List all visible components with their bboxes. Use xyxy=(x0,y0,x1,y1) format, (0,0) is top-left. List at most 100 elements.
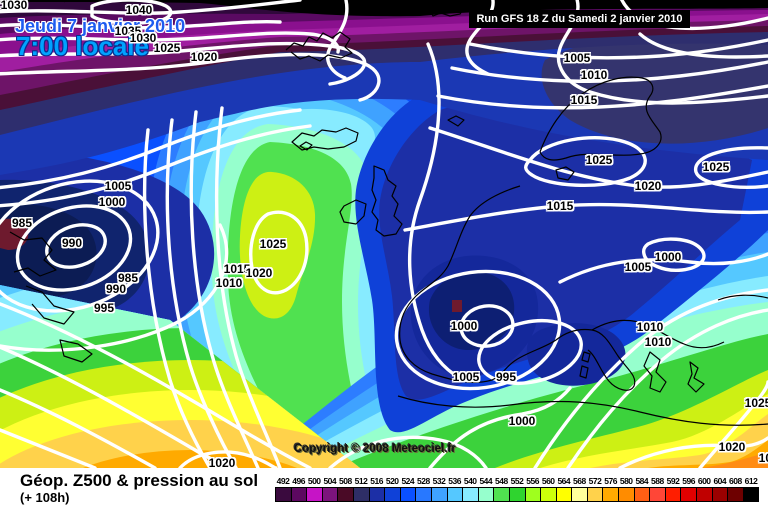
scale-tick-label: 548 xyxy=(495,476,508,486)
gfs-map: Jeudi 7 janvier 2010 7:00 locale Run GFS… xyxy=(0,0,768,468)
scale-tick-label: 604 xyxy=(713,476,727,486)
scale-swatch xyxy=(742,487,760,502)
scale-tick-label: 564 xyxy=(557,476,571,486)
pressure-label: 1020 xyxy=(758,451,768,465)
pressure-label: 1025 xyxy=(153,41,181,55)
scale-swatch xyxy=(555,487,573,502)
scale-swatch xyxy=(664,487,682,502)
forecast-hour-label: (+ 108h) xyxy=(20,490,70,505)
pressure-label: 1000 xyxy=(98,195,126,209)
pressure-label: 1035 xyxy=(114,24,142,38)
isobar-contours xyxy=(0,0,768,468)
scale-swatch xyxy=(727,487,744,502)
pressure-label: 1010 xyxy=(644,335,672,349)
scale-swatch xyxy=(477,487,495,502)
scale-swatch xyxy=(321,487,339,502)
scale-swatch xyxy=(352,487,370,502)
scale-tick-label: 536 xyxy=(448,476,461,486)
scale-tick-label: 496 xyxy=(292,476,305,486)
scale-tick-label: 556 xyxy=(526,476,539,486)
scale-tick-label: 508 xyxy=(339,476,352,486)
scale-swatch xyxy=(696,487,713,502)
pressure-label: 1020 xyxy=(718,440,746,454)
scale-tick-label: 504 xyxy=(323,476,337,486)
scale-swatch xyxy=(586,487,604,502)
scale-tick-label: 560 xyxy=(541,476,555,486)
scale-swatch xyxy=(430,487,448,502)
pressure-label: 1015 xyxy=(223,262,251,276)
valid-time-label: 7:00 locale xyxy=(16,31,149,61)
pressure-label: 1000 xyxy=(508,414,536,428)
scale-swatch xyxy=(618,487,635,502)
scale-swatch xyxy=(368,487,386,502)
scale-tick-label: 600 xyxy=(697,476,711,486)
scale-swatch xyxy=(524,487,542,502)
scale-swatch xyxy=(493,487,510,502)
scale-swatch xyxy=(602,487,620,502)
scale-tick-label: 568 xyxy=(573,476,586,486)
pressure-label: 1025 xyxy=(259,237,287,251)
scale-tick-label: 520 xyxy=(385,476,399,486)
valid-date-label: Jeudi 7 janvier 2010 xyxy=(15,16,186,36)
pressure-labels-layer: 1030 1040 1035 1030 1025 1020 1005 1000 985 990 98… xyxy=(1,0,768,468)
scale-tick-label: 572 xyxy=(588,476,602,486)
scale-tick-label: 612 xyxy=(744,476,758,486)
scale-tick-label: 512 xyxy=(354,476,368,486)
pressure-label: 1020 xyxy=(190,50,218,64)
pressure-label: 1010 xyxy=(580,68,608,82)
pressure-label: 995 xyxy=(93,301,115,315)
scale-swatch xyxy=(306,487,323,502)
pressure-label: 1010 xyxy=(636,320,664,334)
pressure-label: 1000 xyxy=(450,319,478,333)
pressure-label: 1030 xyxy=(129,31,157,45)
pressure-label: 1015 xyxy=(570,93,598,107)
scale-swatch xyxy=(680,487,698,502)
scale-tick-label: 580 xyxy=(619,476,633,486)
pressure-label: 1005 xyxy=(624,260,652,274)
pressure-label: 1020 xyxy=(208,456,236,468)
pressure-label: 1020 xyxy=(634,179,662,193)
scale-tick-label: 596 xyxy=(682,476,695,486)
scale-swatch xyxy=(462,487,479,502)
pressure-label: 985 xyxy=(117,271,139,285)
scale-swatch xyxy=(384,487,401,502)
pressure-label: 1025 xyxy=(702,160,730,174)
pressure-label: 990 xyxy=(105,282,127,296)
scale-swatch xyxy=(275,487,292,502)
scale-swatch xyxy=(711,487,729,502)
copyright-label: Copyright © 2008 Meteociel.fr xyxy=(294,443,456,455)
scale-swatch xyxy=(508,487,526,502)
chart-title: Géop. Z500 & pression au sol xyxy=(20,471,259,490)
pressure-label: 1005 xyxy=(452,370,480,384)
scale-swatch xyxy=(290,487,308,502)
pressure-label: 1005 xyxy=(563,51,591,65)
scale-tick-label: 552 xyxy=(510,476,524,486)
scale-tick-label: 532 xyxy=(432,476,446,486)
pressure-label: 1005 xyxy=(104,179,132,193)
scale-tick-labels: 492 496 500 504 508 512 516 520 524 528 532 536 540 5… xyxy=(276,476,762,486)
scale-tick-label: 584 xyxy=(635,476,649,486)
scale-swatch xyxy=(571,487,588,502)
pressure-label: 985 xyxy=(11,216,33,230)
scale-swatch xyxy=(337,487,354,502)
pressure-label: 1010 xyxy=(215,276,243,290)
pressure-label: 1020 xyxy=(245,266,273,280)
scale-swatch xyxy=(649,487,666,502)
map-graphic xyxy=(0,0,768,468)
pressure-label: 1025 xyxy=(585,153,613,167)
scale-swatch xyxy=(446,487,464,502)
scale-swatch xyxy=(415,487,432,502)
scale-tick-label: 544 xyxy=(479,476,493,486)
scale-tick-label: 608 xyxy=(729,476,742,486)
scale-swatch xyxy=(399,487,417,502)
pressure-label: 1025 xyxy=(744,396,768,410)
scale-tick-label: 540 xyxy=(463,476,477,486)
model-run-label: Run GFS 18 Z du Samedi 2 janvier 2010 xyxy=(469,10,690,28)
scale-tick-label: 500 xyxy=(307,476,321,486)
scale-swatch xyxy=(540,487,557,502)
legend-bar: Géop. Z500 & pression au sol (+ 108h) 49… xyxy=(0,468,768,512)
scale-swatches xyxy=(275,487,760,502)
scale-tick-label: 528 xyxy=(417,476,430,486)
scale-tick-label: 592 xyxy=(666,476,680,486)
